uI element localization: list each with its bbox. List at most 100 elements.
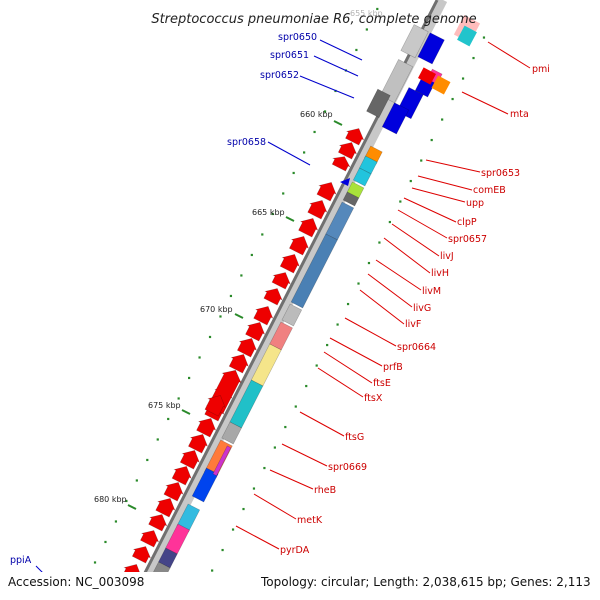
tick-mark	[104, 540, 107, 544]
gene-label-pyrDA[interactable]: pyrDA	[280, 545, 310, 556]
gene-label-ftsE[interactable]: ftsE	[373, 378, 391, 389]
gene-label-spr0650[interactable]: spr0650	[278, 32, 317, 43]
tick-mark	[114, 520, 118, 523]
leader-rheB	[269, 469, 314, 490]
gene-arrow-red[interactable]	[263, 288, 283, 306]
gene-label-livJ[interactable]: livJ	[440, 251, 454, 262]
tick-mark	[208, 335, 212, 339]
tick-mark	[263, 466, 266, 470]
gene-arrow-red[interactable]	[236, 338, 258, 358]
gene-arrow-red[interactable]	[279, 254, 300, 274]
tick-mark	[326, 343, 329, 347]
gene-label-metK[interactable]: metK	[297, 515, 323, 526]
gene-box[interactable]	[204, 439, 233, 479]
leader-clpP	[403, 197, 457, 223]
gene-arrow-red[interactable]	[228, 354, 249, 374]
gene-arrow-red[interactable]	[163, 482, 184, 502]
gene-label-spr0651[interactable]: spr0651	[270, 50, 309, 61]
gene-label-prfB[interactable]: prfB	[383, 362, 403, 373]
gene-arrow-blue[interactable]	[381, 102, 410, 135]
gene-label-livG[interactable]: livG	[413, 303, 431, 314]
gene-label-upp[interactable]: upp	[466, 198, 484, 209]
leader-pmi	[487, 41, 531, 69]
gene-arrow-red[interactable]	[307, 200, 328, 220]
gene-box[interactable]	[342, 191, 360, 207]
tick-mark	[271, 212, 274, 216]
tick-mark	[135, 479, 138, 482]
leader-prfB	[329, 337, 383, 367]
gene-box[interactable]	[400, 24, 429, 59]
gene-arrow-red[interactable]	[196, 418, 217, 438]
gene-arrow-red[interactable]	[171, 466, 192, 486]
major-tick	[285, 216, 295, 222]
gene-arrow-red[interactable]	[337, 142, 358, 160]
gene-box[interactable]	[457, 25, 477, 47]
gene-box[interactable]	[366, 88, 391, 118]
gene-box[interactable]	[191, 467, 219, 503]
gene-box[interactable]	[290, 233, 338, 309]
gene-arrow-red[interactable]	[298, 218, 319, 238]
tick-mark	[472, 56, 475, 60]
gene-label-mta[interactable]: mta	[510, 109, 529, 120]
gene-label-ftsG[interactable]: ftsG	[345, 432, 364, 443]
gene-arrow-red[interactable]	[179, 450, 200, 470]
gene-arrow-red[interactable]	[148, 514, 168, 532]
accession-label: Accession: NC_003098	[8, 575, 144, 589]
tick-mark	[367, 261, 371, 265]
tick-mark	[125, 499, 128, 503]
gene-arrow-red[interactable]	[345, 128, 365, 146]
gene-arrow-red[interactable]	[331, 156, 351, 172]
gene-box[interactable]	[176, 503, 201, 533]
gene-arrow-red[interactable]	[245, 322, 266, 342]
gene-arrow-red[interactable]	[187, 434, 209, 454]
kbp-label-655: 655 kbp	[350, 9, 383, 18]
gene-label-spr0664[interactable]: spr0664	[397, 342, 436, 353]
gene-label-clpP[interactable]: clpP	[457, 217, 477, 228]
gene-arrow-blue[interactable]	[340, 178, 350, 186]
gene-box[interactable]	[352, 167, 372, 187]
leader-spr0651	[313, 55, 359, 77]
leader-mta	[461, 91, 509, 115]
gene-label-spr0658[interactable]: spr0658	[227, 137, 266, 148]
gene-arrow-red[interactable]	[253, 306, 274, 326]
gene-box[interactable]	[212, 445, 232, 477]
tick-mark	[430, 138, 433, 142]
gene-label-comEB[interactable]: comEB	[473, 185, 506, 196]
tick-mark	[146, 458, 149, 462]
leader-spr0658	[267, 141, 311, 166]
gene-label-rheB[interactable]: rheB	[314, 485, 336, 496]
gene-label-ppiA[interactable]: ppiA	[10, 555, 32, 566]
gene-arrow-red[interactable]	[140, 530, 160, 548]
gene-arrow-red[interactable]	[131, 546, 152, 564]
gene-box[interactable]	[281, 303, 303, 327]
tick-mark	[242, 507, 245, 511]
gene-label-pmi[interactable]: pmi	[532, 64, 550, 75]
kbp-label-665: 665 kbp	[252, 208, 285, 217]
gene-label-ftsX[interactable]: ftsX	[364, 393, 383, 404]
gene-label-spr0669[interactable]: spr0669	[328, 462, 367, 473]
gene-label-spr0652[interactable]: spr0652	[260, 70, 299, 81]
gene-arrow-red[interactable]	[204, 395, 226, 417]
leader-upp	[411, 187, 466, 203]
gene-label-livM[interactable]: livM	[422, 286, 441, 297]
topology-label: Topology: circular; Length: 2,038,615 bp…	[260, 575, 591, 589]
gene-label-livH[interactable]: livH	[431, 268, 449, 279]
gene-arrow-red[interactable]	[316, 182, 337, 202]
leader-metK	[253, 493, 297, 520]
gene-arrow-red[interactable]	[418, 67, 436, 85]
gene-label-spr0657[interactable]: spr0657	[448, 234, 487, 245]
gene-label-spr0653[interactable]: spr0653	[481, 168, 520, 179]
tick-mark	[399, 200, 402, 203]
gene-arrow-blue[interactable]	[417, 32, 445, 65]
gene-box[interactable]	[431, 75, 451, 95]
gene-box[interactable]	[221, 421, 242, 445]
gene-arrow-red[interactable]	[155, 498, 176, 518]
gene-arrow-red[interactable]	[288, 236, 310, 256]
tick-mark	[294, 405, 297, 408]
gene-arrow-red[interactable]	[271, 272, 291, 290]
gene-label-livF[interactable]: livF	[405, 319, 421, 330]
leader-spr0653	[425, 159, 481, 173]
tick-mark	[211, 569, 214, 572]
leader-spr0664	[344, 317, 397, 347]
